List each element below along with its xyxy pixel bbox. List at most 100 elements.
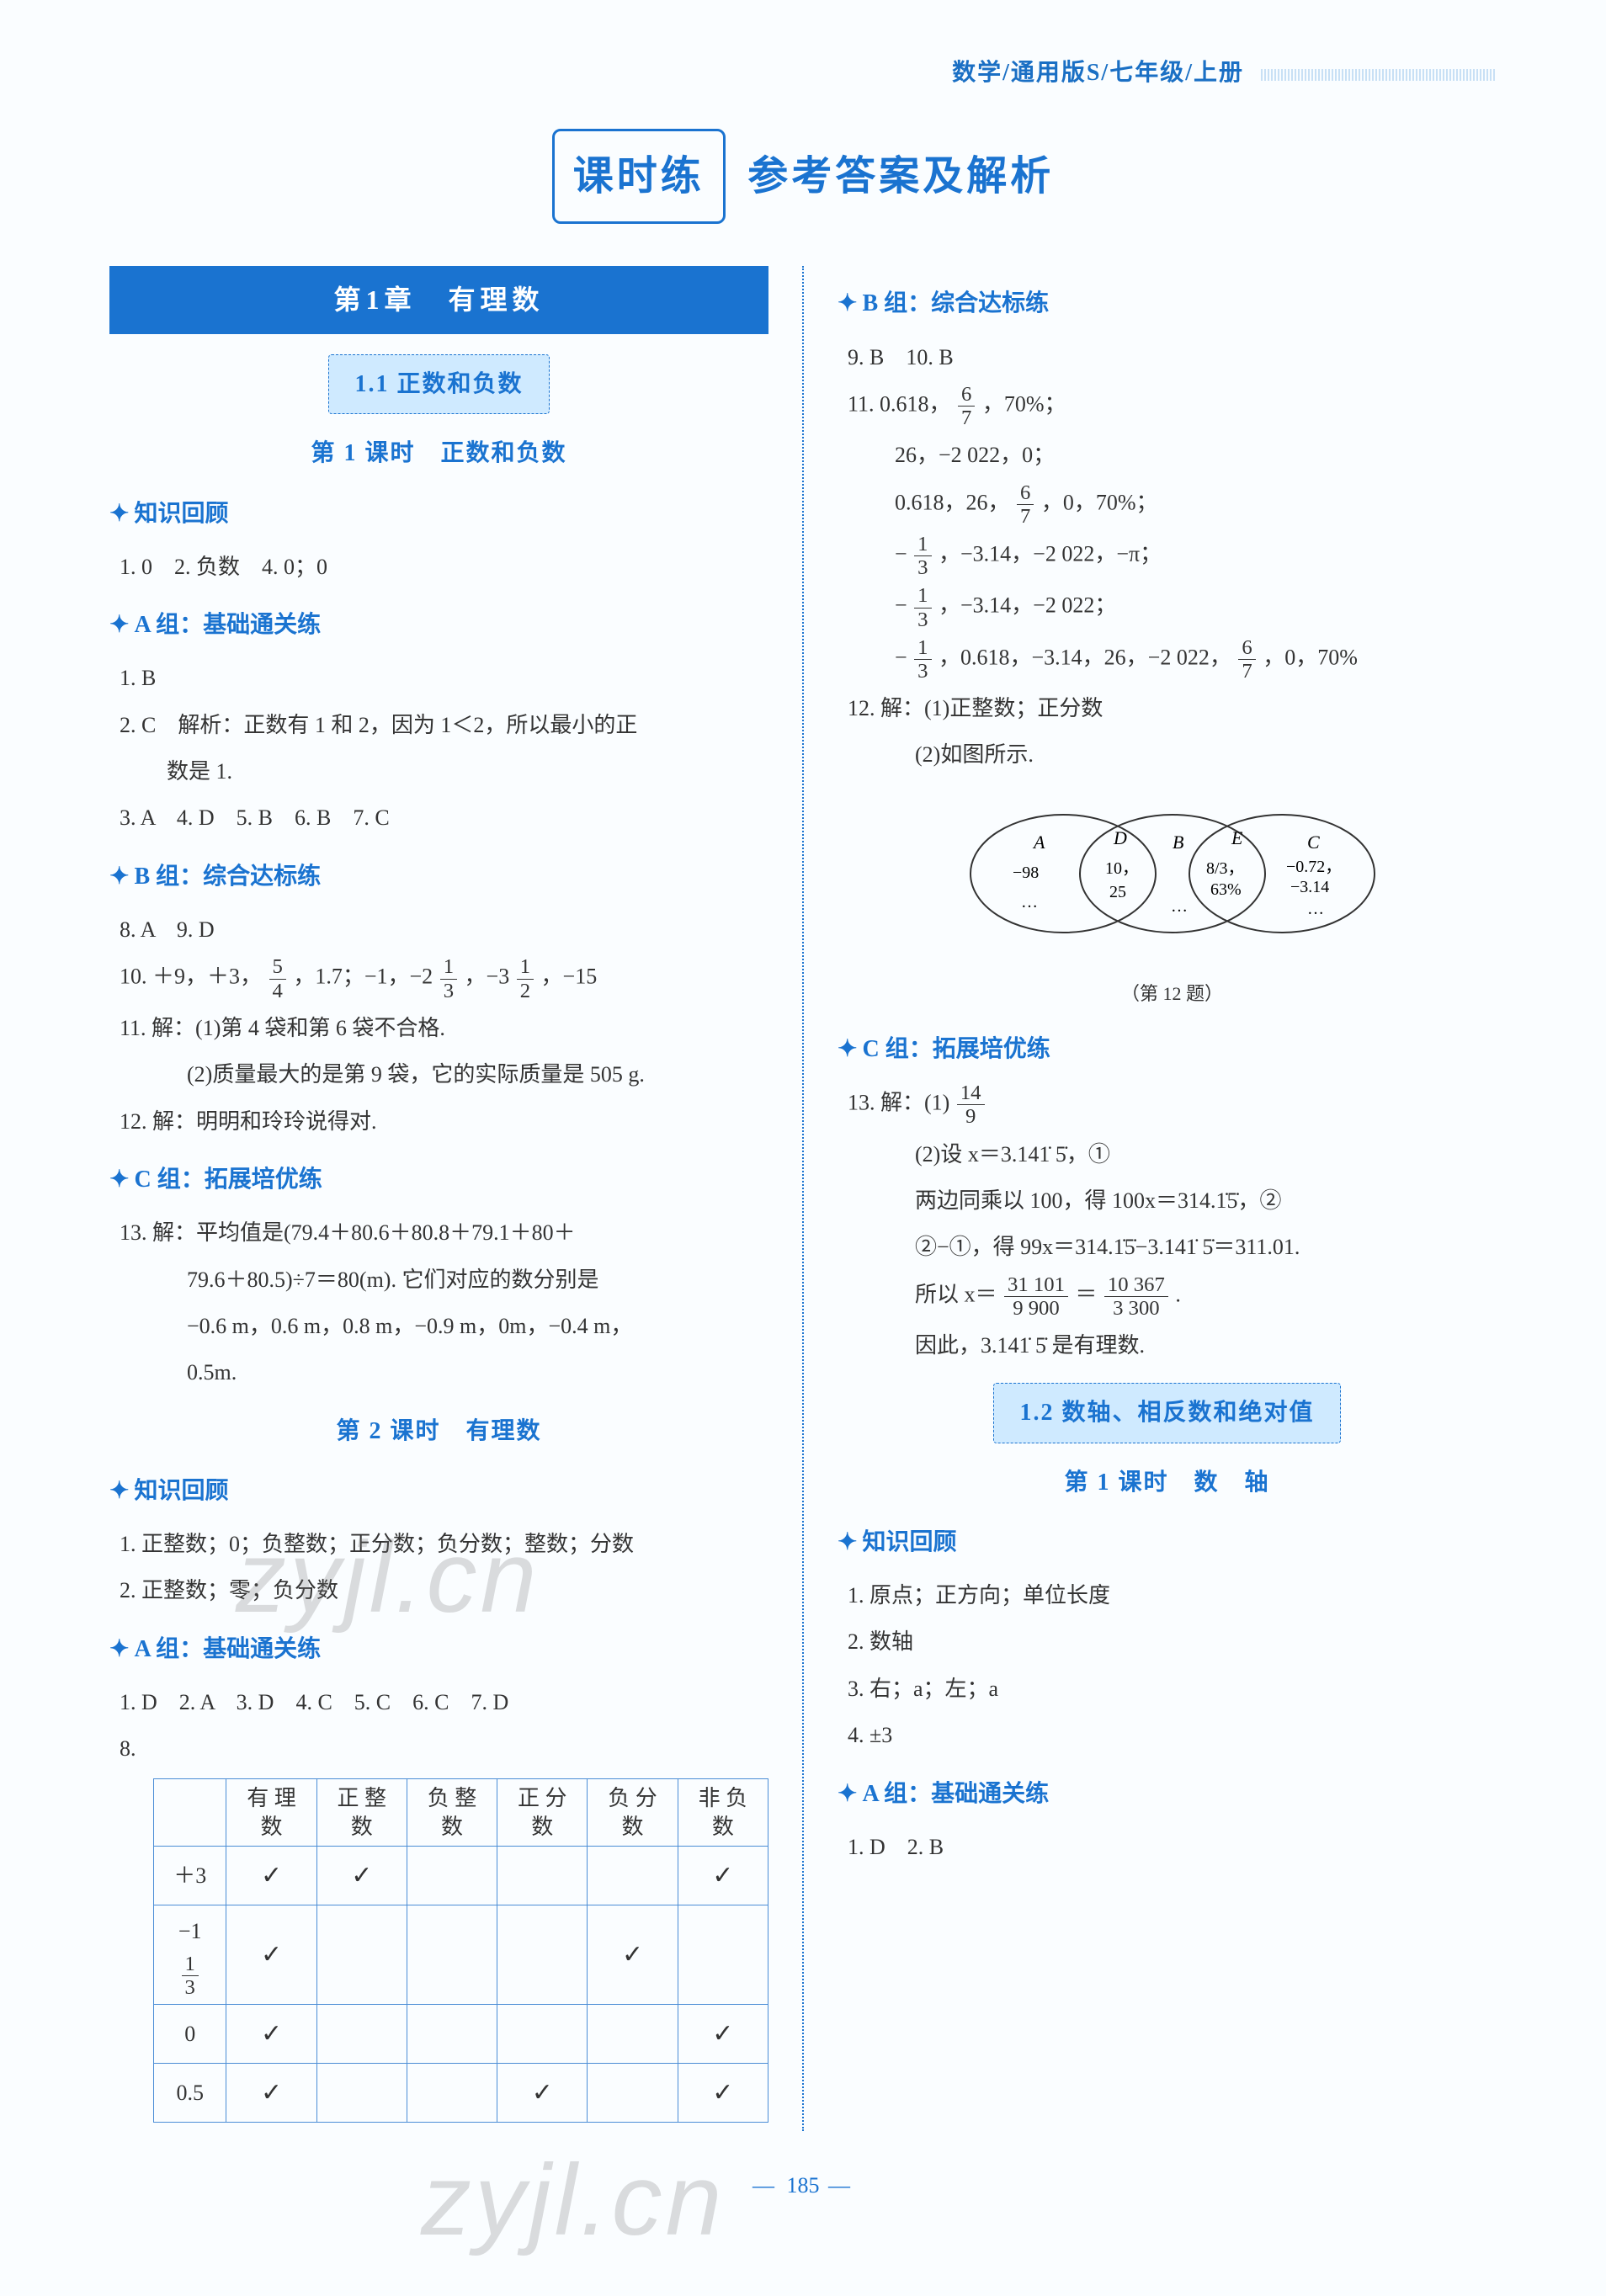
cell [497, 2005, 588, 2064]
fraction: 67 [1238, 636, 1255, 683]
answer-line: (2)如图所示. [848, 734, 1497, 775]
table-row: 0 ✓ ✓ [154, 2005, 768, 2064]
fraction: 31 1019 900 [1004, 1273, 1068, 1320]
venn-caption: （第 12 题） [848, 976, 1497, 1012]
fraction: 12 [517, 955, 534, 1002]
answer-line: 因此，3.141̇ 5̇ 是有理数. [848, 1325, 1497, 1366]
row-label: −1 13 [154, 1905, 226, 2005]
lesson-1-title: 第 1 课时 正数和负数 [109, 431, 768, 476]
answer-line: 3. A 4. D 5. B 6. B 7. C [120, 797, 768, 838]
group-c: C 组：拓展培优练 [109, 1157, 768, 1202]
fraction: 10 3673 300 [1104, 1273, 1168, 1320]
answer-line: 1. B [120, 657, 768, 699]
fraction: 13 [440, 955, 457, 1002]
answer-line: 13. 解：(1) 149 [848, 1082, 1497, 1128]
cell [316, 1905, 407, 2005]
svg-text:D: D [1113, 827, 1127, 848]
text: ，0，70% [1263, 645, 1358, 669]
cell [316, 2005, 407, 2064]
answer-line: 8. [120, 1728, 768, 1769]
fraction: 67 [1017, 481, 1034, 528]
answer-line: 1. 原点；正方向；单位长度 [848, 1575, 1497, 1616]
group-b: B 组：综合达标练 [838, 281, 1497, 326]
cell [588, 2005, 678, 2064]
venn-svg: A −98 … D 10， 25 B … E 8/3， 63% C −0.72，… [954, 789, 1391, 958]
answer-line: 1. D 2. B [848, 1826, 1497, 1868]
cell [407, 1905, 497, 2005]
svg-text:8/3，: 8/3， [1206, 859, 1245, 878]
answer-line: 1. D 2. A 3. D 4. C 5. C 6. C 7. D [120, 1682, 768, 1723]
answer-line: 3. 右；a；左；a [848, 1668, 1497, 1709]
answer-line: 11. 0.618， 67 ，70%； [848, 383, 1497, 429]
text: ，70%； [982, 392, 1066, 417]
fraction: 13 [914, 533, 931, 579]
cell [678, 1905, 768, 2005]
text: 10. ＋9，＋3， [120, 965, 262, 989]
svg-text:…: … [1307, 900, 1324, 918]
text: ＝ [1075, 1282, 1097, 1306]
answer-line: 12. 解：明明和玲玲说得对. [120, 1101, 768, 1142]
svg-text:−0.72，: −0.72， [1286, 858, 1342, 876]
group-knowledge: 知识回顾 [109, 1469, 768, 1513]
answer-line: 11. 解：(1)第 4 袋和第 6 袋不合格. [120, 1007, 768, 1049]
svg-text:C: C [1307, 832, 1320, 853]
answer-line: 2. 正整数；零；负分数 [120, 1570, 768, 1611]
fraction: 13 [914, 584, 931, 630]
table-row: ＋3 ✓ ✓ ✓ [154, 1847, 768, 1905]
answer-line: 2. 数轴 [848, 1621, 1497, 1662]
group-b: B 组：综合达标练 [109, 854, 768, 899]
cell: ✓ [316, 1847, 407, 1905]
fraction: 67 [958, 383, 975, 429]
answer-line: − 13 ，−3.14，−2 022，−π； [848, 533, 1497, 579]
text: ，1.7；−1，−2 [293, 965, 433, 989]
answer-line: 10. ＋9，＋3， 54 ，1.7；−1，−2 13 ，−3 12 ，−15 [120, 955, 768, 1002]
page-title: 课时练 参考答案及解析 [109, 129, 1497, 224]
svg-text:25: 25 [1109, 883, 1126, 901]
cell: ✓ [226, 2064, 316, 2123]
answer-line: 8. A 9. D [120, 909, 768, 950]
cell [316, 2064, 407, 2123]
text: ，−3 [465, 965, 510, 989]
cell [497, 1847, 588, 1905]
row-label: ＋3 [154, 1847, 226, 1905]
table-header: 非 负数 [678, 1778, 768, 1847]
table-header: 有 理数 [226, 1778, 316, 1847]
answer-line: 所以 x＝ 31 1019 900 ＝ 10 3673 300 . [848, 1273, 1497, 1320]
text: . [1175, 1282, 1181, 1306]
cell: ✓ [678, 2005, 768, 2064]
text: 所以 x＝ [915, 1282, 997, 1306]
answer-line: 0.618，26， 67 ，0，70%； [848, 481, 1497, 528]
cell [588, 1847, 678, 1905]
fraction: 54 [269, 955, 286, 1002]
answer-line: 12. 解：(1)正整数；正分数 [848, 688, 1497, 729]
table-header [154, 1778, 226, 1847]
answer-line: − 13 ，0.618，−3.14，26，−2 022， 67 ，0，70% [848, 636, 1497, 683]
answer-line: 1. 正整数；0；负整数；正分数；负分数；整数；分数 [120, 1523, 768, 1565]
group-a: A 组：基础通关练 [838, 1772, 1497, 1816]
cell: ✓ [226, 2005, 316, 2064]
cell [407, 2005, 497, 2064]
answer-line: 数是 1. [120, 751, 768, 792]
table-header: 负 整数 [407, 1778, 497, 1847]
svg-text:E: E [1231, 827, 1243, 848]
cell [588, 2064, 678, 2123]
classification-table: 有 理数 正 整数 负 整数 正 分数 负 分数 非 负数 ＋3 ✓ ✓ ✓ [153, 1778, 768, 2123]
cell: ✓ [678, 1847, 768, 1905]
cell: ✓ [678, 2064, 768, 2123]
table-row: −1 13 ✓ ✓ [154, 1905, 768, 2005]
answer-line: 1. 0 2. 负数 4. 0；0 [120, 546, 768, 587]
lesson-r1-title: 第 1 课时 数 轴 [838, 1460, 1497, 1505]
group-knowledge: 知识回顾 [838, 1520, 1497, 1565]
answer-line: (2)质量最大的是第 9 袋，它的实际质量是 505 g. [120, 1054, 768, 1095]
answer-line: 2. C 解析：正数有 1 和 2，因为 1＜2，所以最小的正 [120, 704, 768, 746]
text: ，−15 [541, 965, 598, 989]
svg-text:−98: −98 [1013, 864, 1039, 882]
table-row: 0.5 ✓ ✓ ✓ [154, 2064, 768, 2123]
text: − [895, 645, 907, 669]
svg-text:…: … [1171, 897, 1188, 916]
cell [407, 1847, 497, 1905]
table-header: 正 整数 [316, 1778, 407, 1847]
text: 13. 解：(1) [848, 1091, 949, 1115]
svg-text:10，: 10， [1105, 859, 1139, 878]
svg-text:A: A [1032, 832, 1045, 853]
